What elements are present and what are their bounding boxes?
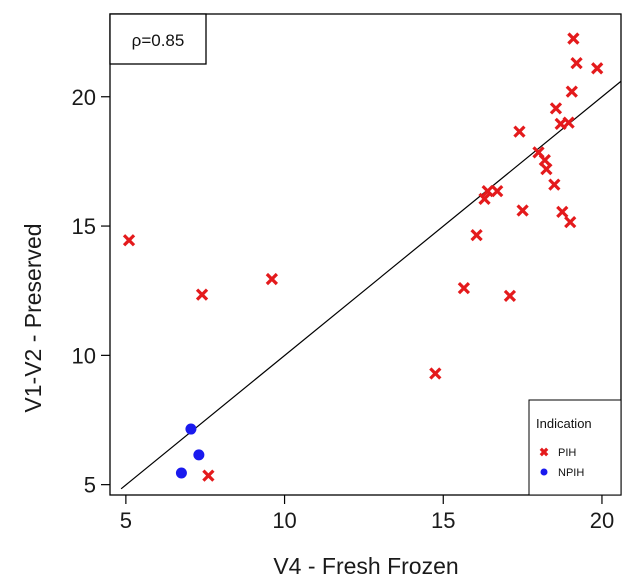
pih-point [478, 192, 491, 206]
pih-point [202, 469, 215, 482]
pih-point [491, 185, 504, 198]
legend-marker-npih [540, 468, 548, 476]
correlation-annotation: ρ=0.85 [132, 31, 185, 50]
y-axis-title: V1-V2 - Preserved [20, 223, 46, 412]
axes: 5 10 15 20 5 10 15 20 [72, 85, 615, 533]
pih-point [567, 32, 580, 45]
pih-point [564, 216, 577, 229]
pih-point [457, 281, 471, 295]
npih-point [185, 423, 197, 435]
pih-point [122, 234, 136, 247]
trend-line [120, 80, 622, 490]
pih-point [513, 125, 526, 138]
x-tick-label: 15 [431, 508, 455, 533]
x-tick-label: 20 [590, 508, 614, 533]
y-tick-label: 15 [72, 214, 96, 239]
pih-point [549, 102, 563, 115]
npih-point [175, 467, 187, 479]
pih-point [565, 85, 578, 98]
pih-point [470, 228, 483, 242]
annotation-box [109, 13, 207, 65]
pih-point [570, 57, 583, 70]
x-tick-label: 5 [120, 508, 132, 533]
legend-items: PIH NPIH [539, 447, 584, 479]
pih-point [538, 153, 551, 167]
pih-point [481, 185, 494, 198]
legend-label-pih: PIH [558, 447, 576, 459]
pih-point [265, 272, 279, 286]
pih-point [429, 367, 442, 380]
legend: Indication PIH NPIH [528, 399, 622, 496]
pih-point [503, 289, 517, 303]
y-tick-label: 5 [84, 473, 96, 498]
pih-point [591, 62, 604, 75]
pih-point [556, 205, 569, 218]
x-tick-label: 10 [272, 508, 296, 533]
legend-label-npih: NPIH [558, 467, 584, 479]
y-tick-label: 10 [72, 343, 96, 368]
data-points [122, 32, 604, 482]
pih-point [562, 116, 575, 129]
legend-marker-pih [539, 447, 549, 457]
pih-point [548, 178, 561, 191]
legend-box [528, 399, 622, 496]
pih-point [516, 204, 529, 217]
legend-title: Indication [536, 416, 592, 431]
y-tick-label: 20 [72, 85, 96, 110]
plot-frame [109, 13, 622, 496]
x-axis-title: V4 - Fresh Frozen [273, 553, 458, 579]
npih-point [193, 449, 205, 461]
pih-point [540, 163, 553, 176]
pih-point [195, 288, 209, 301]
